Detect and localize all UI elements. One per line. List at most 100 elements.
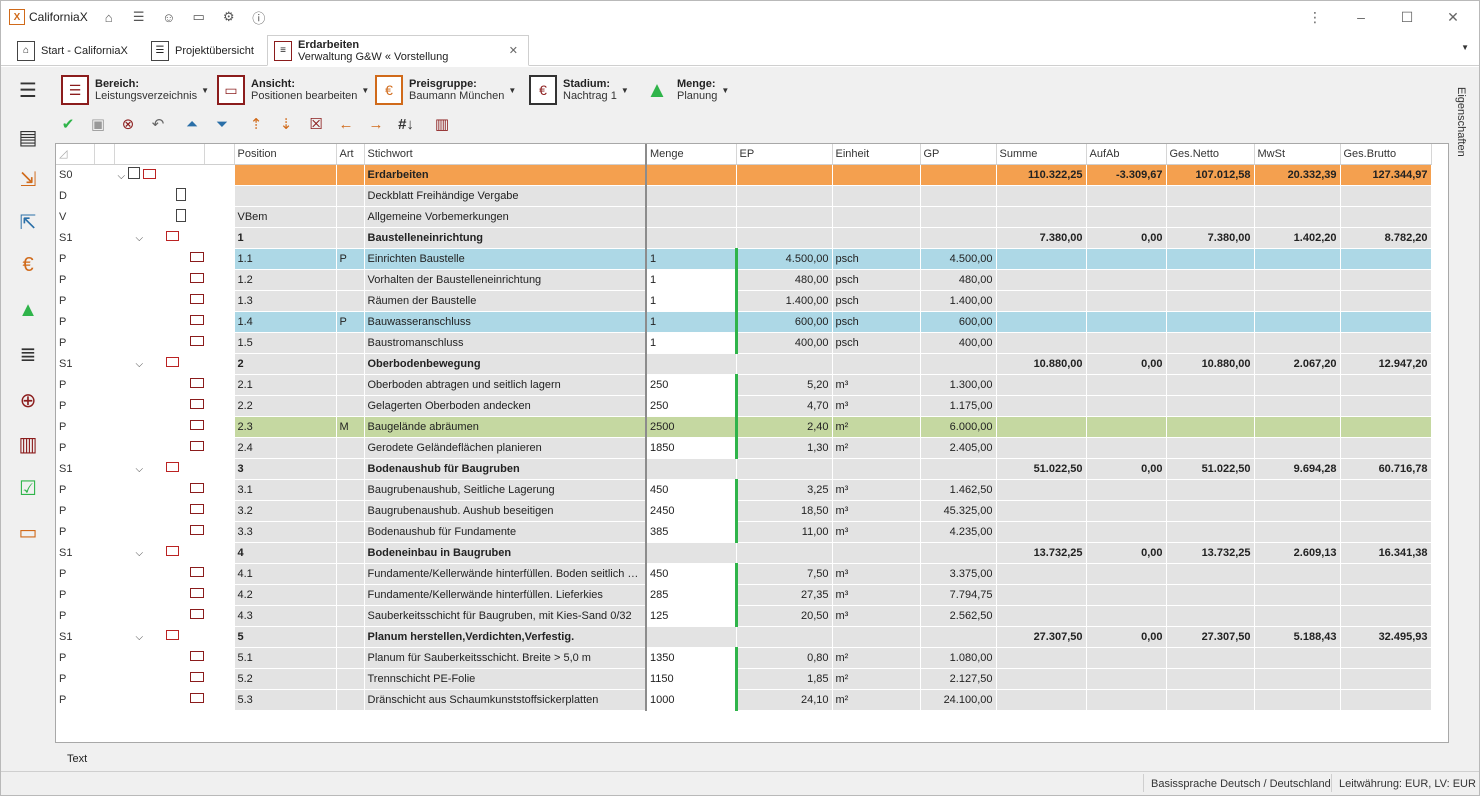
text-panel-label[interactable]: Text (67, 753, 88, 765)
art-cell[interactable] (336, 227, 365, 249)
row-tree[interactable]: ⌵ (114, 542, 235, 564)
col-mwst[interactable]: MwSt (1254, 144, 1341, 165)
art-cell[interactable]: P (336, 248, 365, 270)
row-indicator[interactable] (94, 227, 115, 249)
menge-cell[interactable] (646, 626, 737, 648)
einheit-cell[interactable]: psch (832, 311, 921, 333)
table-row[interactable]: S1 ⌵ 2 Oberbodenbewegung 10.880,00 0,00 10.88… (56, 353, 1432, 375)
position-cell[interactable] (234, 185, 337, 207)
table-row[interactable]: P 2.2 Gelagerten Oberboden andecken 250 4,70… (56, 395, 1432, 417)
table-row[interactable]: S1 ⌵ 3 Bodenaushub für Baugruben 51.022,50 0… (56, 458, 1432, 480)
collapse-up-icon[interactable]: ⏶ (185, 115, 198, 133)
menge-cell[interactable]: 450 (646, 563, 738, 585)
art-cell[interactable] (336, 668, 365, 690)
position-cell[interactable]: 4.2 (234, 584, 337, 606)
position-cell[interactable]: 4 (234, 542, 337, 564)
expand-down-icon[interactable]: ⏷ (215, 115, 228, 133)
delete-rows-icon[interactable]: ☒ (309, 116, 323, 133)
einheit-cell[interactable] (832, 353, 921, 375)
ep-cell[interactable] (736, 458, 833, 480)
row-indicator[interactable] (94, 416, 115, 438)
menge-cell[interactable]: 2500 (646, 416, 738, 438)
row-tree[interactable]: ⌵ (114, 626, 235, 648)
position-cell[interactable]: 3.3 (234, 521, 337, 543)
einheit-cell[interactable] (832, 542, 921, 564)
menge-cell[interactable]: 1 (646, 311, 738, 333)
position-cell[interactable]: 1.3 (234, 290, 337, 312)
einheit-cell[interactable]: m² (832, 668, 921, 690)
row-indicator[interactable] (94, 269, 115, 291)
position-cell[interactable]: 4.1 (234, 563, 337, 585)
menge-cell[interactable]: 1850 (646, 437, 738, 459)
row-tree[interactable] (114, 290, 235, 312)
row-indicator[interactable] (94, 395, 115, 417)
properties-panel-tab[interactable]: Eigenschaften (1451, 67, 1479, 771)
einheit-cell[interactable]: m³ (832, 479, 921, 501)
menge-dropdown[interactable]: ▲ Menge: Planung ▼ (643, 73, 729, 107)
table-row[interactable]: S1 ⌵ 4 Bodeneinbau in Baugruben 13.732,25 0,… (56, 542, 1432, 564)
menge-cell[interactable] (646, 458, 737, 480)
row-tree[interactable] (114, 395, 235, 417)
row-indicator[interactable] (94, 605, 115, 627)
row-tree[interactable]: ⌵ (114, 164, 235, 186)
row-tree[interactable] (114, 584, 235, 606)
stichwort-cell[interactable]: Sauberkeitsschicht für Baugruben, mit Ki… (364, 605, 647, 627)
row-tree[interactable] (114, 416, 235, 438)
close-tab-icon[interactable]: ✕ (508, 45, 518, 57)
table-row[interactable]: P 1.4 P Bauwasseranschluss 1 600,00 psch 600,00 (56, 311, 1432, 333)
position-cell[interactable]: 5.2 (234, 668, 337, 690)
pyramid-icon[interactable]: ▲ (18, 298, 38, 321)
menge-cell[interactable]: 1 (646, 332, 738, 354)
einheit-cell[interactable]: m³ (832, 374, 921, 396)
col-aufab[interactable]: AufAb (1086, 144, 1167, 165)
table-row[interactable]: P 5.3 Dränschicht aus Schaumkunststoffsick… (56, 689, 1432, 711)
art-cell[interactable] (336, 626, 365, 648)
row-indicator[interactable] (94, 311, 115, 333)
einheit-cell[interactable]: m² (832, 416, 921, 438)
hamburger-menu-icon[interactable]: ☰ (19, 79, 37, 102)
row-indicator[interactable] (94, 647, 115, 669)
row-indicator[interactable] (94, 290, 115, 312)
position-cell[interactable]: 1 (234, 227, 337, 249)
row-tree[interactable] (114, 374, 235, 396)
art-cell[interactable] (336, 185, 365, 207)
ep-cell[interactable]: 1,30 (736, 437, 833, 459)
art-cell[interactable] (336, 458, 365, 480)
position-cell[interactable] (234, 164, 337, 186)
ep-cell[interactable]: 0,80 (736, 647, 833, 669)
einheit-cell[interactable]: m³ (832, 584, 921, 606)
stichwort-cell[interactable]: Erdarbeiten (364, 164, 647, 186)
einheit-cell[interactable] (832, 458, 921, 480)
art-cell[interactable] (336, 206, 365, 228)
position-cell[interactable]: 2.2 (234, 395, 337, 417)
position-cell[interactable]: 4.3 (234, 605, 337, 627)
chevron-down-icon[interactable]: ⌵ (135, 233, 144, 244)
stichwort-cell[interactable]: Bauwasseranschluss (364, 311, 647, 333)
row-tree[interactable] (114, 479, 235, 501)
row-tree[interactable] (114, 521, 235, 543)
position-cell[interactable]: 5.3 (234, 689, 337, 711)
ep-cell[interactable]: 11,00 (736, 521, 833, 543)
undo-icon[interactable]: ↶ (151, 116, 165, 133)
art-cell[interactable] (336, 332, 365, 354)
position-cell[interactable]: VBem (234, 206, 337, 228)
ep-cell[interactable]: 3,25 (736, 479, 833, 501)
ep-cell[interactable]: 600,00 (736, 311, 833, 333)
art-cell[interactable] (336, 374, 365, 396)
ep-cell[interactable]: 5,20 (736, 374, 833, 396)
table-row[interactable]: P 4.3 Sauberkeitsschicht für Baugruben, mi… (56, 605, 1432, 627)
close-window-button[interactable]: ✕ (1447, 9, 1459, 25)
chevron-down-icon[interactable]: ⌵ (135, 632, 144, 643)
stichwort-cell[interactable]: Gerodete Geländeflächen planieren (364, 437, 647, 459)
position-cell[interactable]: 1.4 (234, 311, 337, 333)
folder-dots-icon[interactable]: ▭ (18, 521, 38, 544)
row-tree[interactable] (114, 563, 235, 585)
tab-projektuebersicht[interactable]: ☰ Projektübersicht (145, 35, 263, 66)
stichwort-cell[interactable]: Bodeneinbau in Baugruben (364, 542, 647, 564)
menge-cell[interactable] (646, 227, 737, 249)
einheit-cell[interactable]: m³ (832, 605, 921, 627)
row-tree[interactable] (114, 647, 235, 669)
table-row[interactable]: S0 ⌵ Erdarbeiten 110.322,25 -3.309,67 107.01… (56, 164, 1432, 186)
chevron-down-icon[interactable]: ⌵ (135, 548, 144, 559)
table-row[interactable]: P 2.3 M Baugelände abräumen 2500 2,40 m² 6.000,… (56, 416, 1432, 438)
